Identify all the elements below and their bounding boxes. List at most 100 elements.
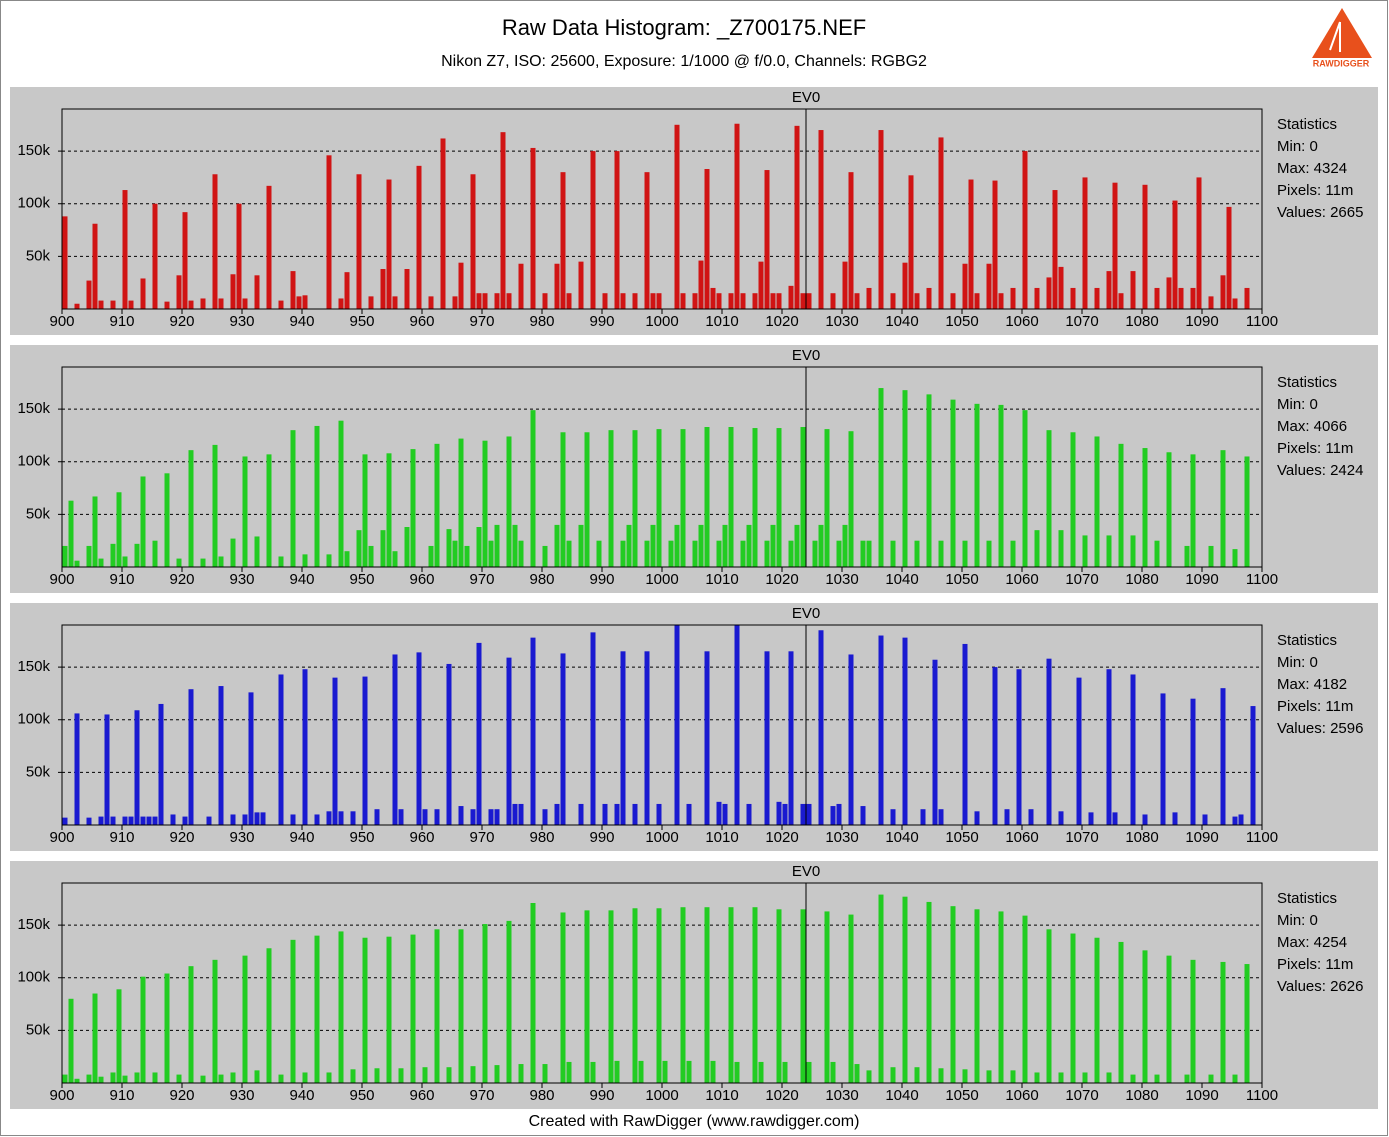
- bar: [560, 432, 566, 567]
- plot-area: [62, 883, 1262, 1083]
- bar: [122, 816, 128, 825]
- bar: [410, 934, 416, 1083]
- bar: [818, 130, 824, 309]
- bar: [764, 540, 770, 567]
- bar: [140, 476, 146, 567]
- bar: [440, 138, 446, 309]
- bar: [1154, 287, 1160, 309]
- x-tick-label: 1010: [705, 571, 738, 588]
- bar: [818, 524, 824, 567]
- bar: [674, 524, 680, 567]
- bar: [716, 801, 722, 825]
- bar: [374, 809, 380, 825]
- bar: [122, 556, 128, 567]
- bar: [218, 298, 224, 309]
- bar: [398, 1068, 404, 1083]
- x-tick-label: 970: [469, 1087, 494, 1104]
- bar: [446, 663, 452, 825]
- bar: [1028, 809, 1034, 825]
- bar: [752, 428, 758, 567]
- bar: [1058, 811, 1064, 825]
- bar: [578, 803, 584, 825]
- bar: [422, 809, 428, 825]
- bar: [878, 894, 884, 1083]
- x-tick-label: 1040: [885, 571, 918, 588]
- bar: [338, 811, 344, 825]
- bar: [1166, 452, 1172, 567]
- bar: [1190, 287, 1196, 309]
- bar: [998, 404, 1004, 567]
- bar: [302, 554, 308, 567]
- bar: [1118, 293, 1124, 309]
- x-tick-label: 980: [529, 829, 554, 846]
- bar: [74, 1078, 80, 1083]
- bar: [560, 653, 566, 825]
- bar: [458, 929, 464, 1083]
- bar: [332, 677, 338, 825]
- bar: [74, 560, 80, 567]
- bar: [386, 936, 392, 1083]
- bar: [458, 262, 464, 309]
- x-tick-label: 1020: [765, 829, 798, 846]
- bar: [458, 806, 464, 825]
- bar: [242, 955, 248, 1083]
- bar: [230, 1072, 236, 1083]
- bar: [764, 651, 770, 825]
- bar: [926, 394, 932, 567]
- bar: [1034, 287, 1040, 309]
- bar: [302, 669, 308, 825]
- bar: [776, 801, 782, 825]
- bar: [1190, 959, 1196, 1083]
- bar: [722, 803, 728, 825]
- bar: [200, 1075, 206, 1083]
- bar: [1046, 929, 1052, 1083]
- bar: [134, 1072, 140, 1083]
- bar: [824, 911, 830, 1083]
- histogram-panel: 50k 100k 150k 900 910 920 930 940 950 960 970 980 99…: [10, 87, 1378, 335]
- x-tick-label: 1060: [1005, 829, 1038, 846]
- x-tick-label: 1010: [705, 829, 738, 846]
- bar: [806, 293, 812, 309]
- bar: [302, 1072, 308, 1083]
- x-tick-label: 900: [49, 313, 74, 330]
- x-tick-label: 920: [169, 829, 194, 846]
- bar: [554, 263, 560, 309]
- stats-line: Values: 2424: [1277, 462, 1363, 479]
- bar: [86, 1074, 92, 1083]
- bar: [1220, 961, 1226, 1083]
- bar: [296, 296, 302, 309]
- bar: [530, 147, 536, 309]
- histogram-panel: 50k 100k 150k 900 910 920 930 940 950 960 970 980 99…: [10, 603, 1378, 851]
- bar: [830, 293, 836, 309]
- histogram-panel: 50k 100k 150k 900 910 920 930 940 950 960 970 980 99…: [10, 345, 1378, 593]
- x-tick-label: 970: [469, 313, 494, 330]
- y-tick-label: 50k: [26, 247, 51, 264]
- bar: [1106, 669, 1112, 825]
- bar: [1082, 177, 1088, 309]
- bar: [1232, 549, 1238, 567]
- bar: [848, 172, 854, 309]
- bar: [1046, 277, 1052, 309]
- bar: [1106, 271, 1112, 309]
- bar: [368, 296, 374, 309]
- bar: [962, 643, 968, 825]
- bar: [98, 300, 104, 309]
- bar: [164, 973, 170, 1083]
- bar: [1232, 816, 1238, 825]
- bar: [266, 948, 272, 1083]
- bar: [698, 260, 704, 309]
- bar: [752, 907, 758, 1083]
- bar: [566, 1061, 572, 1083]
- bar: [140, 976, 146, 1083]
- bar: [860, 806, 866, 825]
- bar: [212, 959, 218, 1083]
- bar: [692, 293, 698, 309]
- bar: [1220, 275, 1226, 309]
- bar: [716, 293, 722, 309]
- bar: [746, 524, 752, 567]
- bar: [560, 172, 566, 309]
- bar: [338, 420, 344, 567]
- plot-area: [62, 367, 1262, 567]
- x-tick-label: 920: [169, 571, 194, 588]
- bar: [356, 174, 362, 309]
